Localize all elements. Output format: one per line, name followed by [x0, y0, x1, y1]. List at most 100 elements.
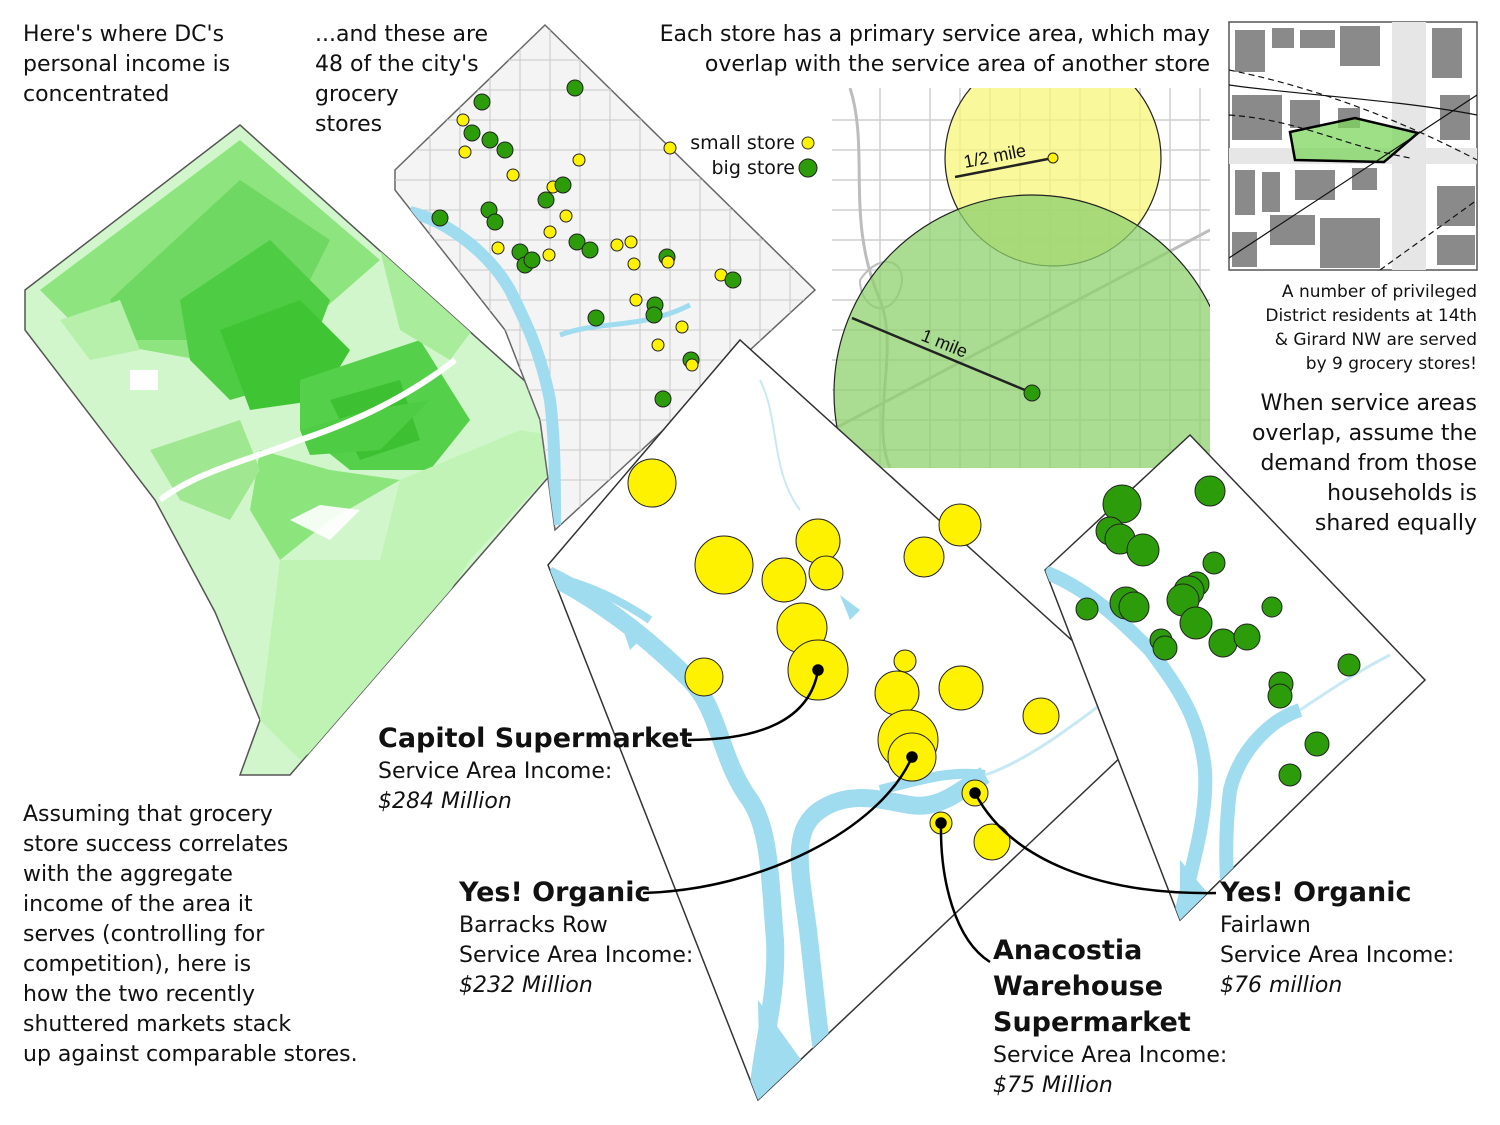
store-name: Yes! Organic: [459, 877, 651, 908]
small-store-dot: [506, 168, 520, 182]
one-mile-service-area: [833, 194, 1210, 468]
service-area-circle: [761, 557, 807, 603]
leader-lines: [642, 664, 1217, 964]
big-store-circle: [1337, 653, 1361, 677]
store-name: Yes! Organic: [1220, 877, 1412, 908]
overlap-caption-line: overlap, assume the: [1251, 421, 1477, 446]
store-income-label: Service Area Income:: [1220, 943, 1455, 968]
small-store-dot: [675, 320, 689, 334]
big-store-circle: [1075, 597, 1099, 621]
big-store-dot: [587, 309, 605, 327]
small-store-dot: [491, 241, 505, 255]
small-store-dot: [572, 153, 586, 167]
legend-small-label: small store: [690, 132, 795, 154]
assumption-caption-line: shuttered markets stack: [23, 1012, 292, 1037]
assumption-caption-line: store success correlates: [23, 832, 289, 857]
service-area-circle: [684, 657, 724, 697]
big-store-dot: [473, 93, 491, 111]
stores-caption: ...and these are 48 of the city's grocer…: [315, 20, 488, 140]
big-store-dot: [537, 191, 555, 209]
small-store-dot: [651, 338, 665, 352]
small-store-dot: [663, 141, 677, 155]
overlap-caption-line: When service areas: [1260, 391, 1478, 416]
income-caption-line: Here's where DC's: [23, 22, 225, 47]
service-area-circle: [938, 503, 982, 547]
big-store-map: [1044, 433, 1427, 922]
service-area-circle: [973, 823, 1011, 861]
overlap-caption: When service areas overlap, assume the d…: [1252, 389, 1477, 539]
service-area-circle: [627, 458, 677, 508]
big-store-dot: [724, 271, 742, 289]
store-callout-yes-organic-barracks: Yes! Organic Barracks Row Service Area I…: [459, 875, 693, 1001]
service-area-circle: [694, 535, 754, 595]
service-area-circle: [808, 555, 844, 591]
big-store-circles: [1075, 475, 1361, 787]
income-caption-line: personal income is: [23, 52, 231, 77]
assumption-caption-line: with the aggregate: [23, 862, 233, 887]
store-dots: [431, 79, 742, 408]
service-area-circle: [938, 665, 984, 711]
big-store-circle: [1278, 763, 1302, 787]
small-store-dot: [610, 238, 624, 252]
overlap-caption-line: households is: [1327, 481, 1477, 506]
store-name-line: Warehouse: [993, 971, 1164, 1002]
store-callout-anacostia: Anacostia Warehouse Supermarket Service …: [993, 933, 1227, 1101]
store-income-label: Service Area Income:: [378, 759, 613, 784]
big-store-circle: [1208, 628, 1238, 658]
store-income-label: Service Area Income:: [459, 943, 694, 968]
store-income-value: $76 million: [1220, 973, 1343, 998]
legend-big-label: big store: [711, 157, 796, 179]
big-store-dot: [581, 241, 599, 259]
big-store-dot: [463, 124, 481, 142]
small-store-dot: [542, 248, 556, 262]
big-store-circle: [1126, 533, 1160, 567]
store-callout-capitol: Capitol Supermarket Service Area Income:…: [378, 721, 692, 817]
store-detail: Fairlawn: [1220, 913, 1311, 938]
assumption-caption-line: how the two recently: [23, 982, 255, 1007]
assumption-caption-line: up against comparable stores.: [23, 1042, 358, 1067]
income-caption: Here's where DC's personal income is con…: [23, 20, 230, 110]
privileged-caption-line: by 9 grocery stores!: [1305, 354, 1477, 374]
big-store-dot: [566, 79, 584, 97]
assumption-caption-line: income of the area it: [23, 892, 253, 917]
store-income-value: $232 Million: [459, 973, 593, 998]
legend-small-marker: [801, 136, 815, 150]
small-store-dot: [627, 257, 641, 271]
big-store-circle: [1118, 591, 1150, 623]
privileged-caption: A number of privileged District resident…: [1265, 280, 1477, 376]
big-store-circle: [1194, 475, 1226, 507]
assumption-caption-line: serves (controlling for: [23, 922, 265, 947]
big-store-dot: [568, 233, 586, 251]
small-store-dot: [559, 209, 573, 223]
service-area-caption-line: overlap with the service area of another…: [704, 52, 1210, 77]
big-store-circle: [1261, 596, 1283, 618]
overlap-caption-line: demand from those: [1260, 451, 1477, 476]
income-caption-line: concentrated: [23, 82, 170, 107]
income-map: [24, 124, 587, 776]
stores-caption-line: stores: [315, 112, 383, 137]
stores-caption-line: 48 of the city's: [315, 52, 479, 77]
store-detail: Barracks Row: [459, 913, 608, 938]
big-store-dot: [486, 213, 504, 231]
privileged-caption-line: District residents at 14th: [1265, 306, 1477, 326]
assumption-caption: Assuming that grocery store success corr…: [23, 800, 358, 1070]
store-name-line: Supermarket: [993, 1007, 1191, 1038]
small-store-dot: [661, 255, 675, 269]
grocery-stores-map: [394, 23, 817, 532]
small-store-dot: [456, 113, 470, 127]
big-store-circle: [1202, 551, 1226, 575]
small-store-dot: [624, 235, 638, 249]
assumption-caption-line: Assuming that grocery: [23, 802, 273, 827]
big-store-dot: [523, 251, 541, 269]
store-name-line: Anacostia: [993, 935, 1143, 966]
14th-girard-inset: [1228, 21, 1478, 271]
small-store-dot: [458, 145, 472, 159]
big-store-dot: [431, 209, 449, 227]
service-area-circle: [795, 518, 841, 564]
big-store-dot: [481, 131, 499, 149]
service-area-caption-line: Each store has a primary service area, w…: [659, 22, 1210, 47]
service-area-circle: [903, 536, 945, 578]
store-name: Capitol Supermarket: [378, 723, 693, 754]
service-area-caption: Each store has a primary service area, w…: [660, 20, 1210, 80]
